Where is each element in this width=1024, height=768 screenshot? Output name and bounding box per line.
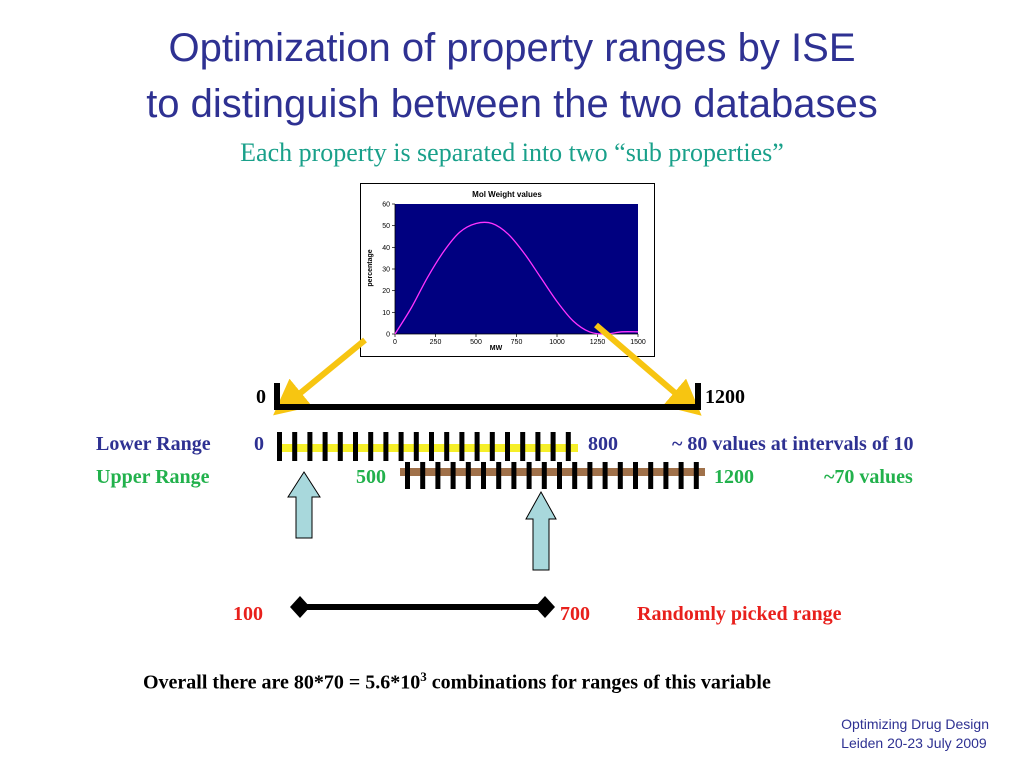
upper-range-tick xyxy=(648,462,654,489)
upper-range-tick xyxy=(663,462,669,489)
lower-range-tick xyxy=(550,432,556,461)
lower-range-tick xyxy=(322,432,328,461)
upper-range-tick xyxy=(496,462,502,489)
upper-range-tick xyxy=(435,462,441,489)
picked-range-start: 100 xyxy=(233,603,263,625)
upper-range-tick xyxy=(678,462,684,489)
left-yellow-arrow xyxy=(273,337,367,416)
chart-plot-area xyxy=(395,204,638,334)
mol-weight-chart: 0 10 20 30 40 50 60 0 250 500 750 1000 1250 1500 Mol W… xyxy=(360,183,655,357)
upper-range-tick xyxy=(572,462,578,489)
lower-range-tick xyxy=(505,432,510,461)
footer-line2: Leiden 20-23 July 2009 xyxy=(841,735,987,751)
lower-range-tick xyxy=(459,432,465,461)
upper-range-note: ~70 values xyxy=(824,466,913,488)
lower-range-tick xyxy=(307,432,313,461)
range-end-label: 1200 xyxy=(705,386,745,408)
main-range-left-cap xyxy=(274,383,280,410)
upper-range-tick xyxy=(693,462,699,489)
chart-title: Mol Weight values xyxy=(472,190,542,199)
main-range-right-cap xyxy=(695,383,701,410)
chart-x-tick-label: 1000 xyxy=(549,339,565,346)
lower-range-ticks xyxy=(277,432,571,461)
lower-range-tick xyxy=(474,432,480,461)
upper-pick-arrow xyxy=(525,490,557,571)
chart-y-axis-label: percentage xyxy=(367,249,374,286)
footer-line1: Optimizing Drug Design xyxy=(841,716,989,732)
upper-range-tick xyxy=(450,462,456,489)
mol-weight-chart-svg: 0 10 20 30 40 50 60 0 250 500 750 1000 1250 1500 Mol W… xyxy=(367,190,646,352)
upper-range-tick xyxy=(511,462,517,489)
picked-range-right-diamond xyxy=(535,596,555,618)
upper-range-tick xyxy=(587,462,593,489)
summary-text: Overall there are 80*70 = 5.6*103 combin… xyxy=(143,669,771,695)
slide-title-line2: to distinguish between the two databases xyxy=(146,82,878,126)
upper-range-tick xyxy=(481,462,486,489)
chart-x-axis-label: MW xyxy=(490,345,503,352)
upper-range-tick xyxy=(526,462,532,489)
main-range-bar xyxy=(274,404,701,410)
lower-range-start: 0 xyxy=(254,433,264,455)
lower-range-tick xyxy=(489,432,495,461)
chart-y-tick-label: 0 xyxy=(386,332,390,339)
chart-y-tick-label: 30 xyxy=(382,267,390,274)
lower-range-note: ~ 80 values at intervals of 10 xyxy=(672,433,914,455)
upper-range-label: Upper Range xyxy=(96,466,210,488)
chart-x-tick-label: 1250 xyxy=(590,339,606,346)
lower-range-bar xyxy=(278,444,578,452)
lower-pick-arrow xyxy=(287,471,321,539)
lower-range-tick xyxy=(444,432,450,461)
summary-superscript: 3 xyxy=(420,669,427,684)
lower-range-tick xyxy=(398,432,404,461)
chart-y-tick-label: 40 xyxy=(382,245,390,252)
upper-range-tick xyxy=(557,462,562,489)
lower-range-tick xyxy=(383,432,389,461)
picked-range-left-diamond xyxy=(290,596,310,618)
lower-range-tick xyxy=(520,432,526,461)
chart-x-tick-label: 0 xyxy=(393,339,397,346)
chart-y-tick-label: 20 xyxy=(382,288,390,295)
chart-x-tick-label: 750 xyxy=(511,339,523,346)
chart-x-tick-label: 250 xyxy=(430,339,442,346)
upper-range-tick xyxy=(541,462,547,489)
upper-range-end: 1200 xyxy=(714,466,754,488)
lower-range-label: Lower Range xyxy=(96,433,211,455)
upper-range-ticks xyxy=(405,462,699,489)
upper-range-tick xyxy=(633,462,638,489)
lower-range-tick xyxy=(353,432,358,461)
chart-y-tick-label: 50 xyxy=(382,223,390,230)
upper-range-start: 500 xyxy=(356,466,386,488)
lower-range-tick xyxy=(429,432,434,461)
lower-range-end: 800 xyxy=(588,433,618,455)
footer: Optimizing Drug Design Leiden 20-23 July… xyxy=(841,715,989,753)
picked-range-label: Randomly picked range xyxy=(637,603,842,625)
summary-suffix: combinations for ranges of this variable xyxy=(426,671,771,694)
picked-range-bar xyxy=(300,604,545,610)
slide-subtitle: Each property is separated into two “sub… xyxy=(240,138,784,167)
lower-range-tick xyxy=(277,432,282,461)
lower-range-tick xyxy=(565,432,571,461)
summary-prefix: Overall there are 80*70 = 5.6*10 xyxy=(143,671,421,694)
lower-range-tick xyxy=(337,432,343,461)
chart-series-line xyxy=(394,221,639,335)
upper-range-tick xyxy=(420,462,426,489)
upper-range-tick xyxy=(617,462,623,489)
picked-range-end: 700 xyxy=(560,603,590,625)
chart-y-tick-label: 10 xyxy=(382,310,390,317)
lower-range-tick xyxy=(413,432,419,461)
lower-range-tick xyxy=(368,432,374,461)
upper-range-tick xyxy=(465,462,471,489)
slide-title-line1: Optimization of property ranges by ISE xyxy=(168,26,856,70)
right-yellow-arrow xyxy=(594,322,702,416)
chart-y-tick-label: 60 xyxy=(382,202,390,209)
lower-range-tick xyxy=(535,432,541,461)
range-start-label: 0 xyxy=(256,386,266,408)
upper-range-bar xyxy=(400,468,705,476)
upper-range-tick xyxy=(602,462,608,489)
chart-x-tick-label: 1500 xyxy=(630,339,646,346)
chart-x-tick-label: 500 xyxy=(470,339,482,346)
upper-range-tick xyxy=(405,462,410,489)
lower-range-tick xyxy=(292,432,298,461)
